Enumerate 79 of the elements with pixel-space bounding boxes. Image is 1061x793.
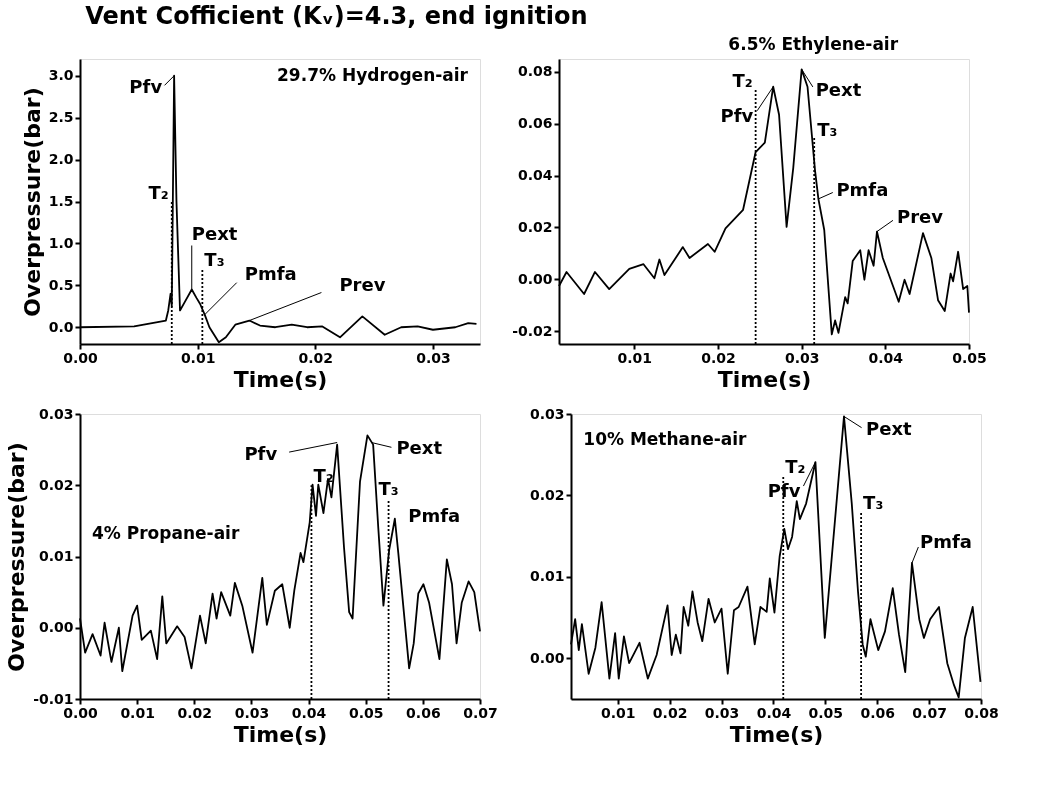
y-tick-label: 2.5 [48,109,74,126]
y-axis-title: Overpressure(bar) [4,442,30,672]
x-axis-title: Time(s) [729,721,824,747]
x-tick-label: 0.00 [63,704,99,721]
annotation: T₃ [204,248,225,270]
chart-title: Vent Cofficient (Kᵥ)=4.3, end ignition [85,2,588,31]
annotation: Pmfa [244,262,297,284]
x-tick-label: 0.05 [348,704,384,721]
annotation: Pmfa [919,531,972,553]
x-tick-label: 0.01 [600,704,636,721]
y-tick-label: 0.03 [529,405,565,422]
y-tick-label: 0.04 [517,167,553,184]
x-tick-label: 0.02 [701,349,736,366]
x-tick-label: 0.01 [120,704,155,721]
y-tick-label: -0.01 [33,690,74,707]
y-tick-label: 0.00 [38,619,74,636]
y-tick-label: -0.02 [512,322,553,339]
x-tick-label: 0.01 [180,349,216,366]
y-tick-label: 0.08 [517,63,553,80]
annotation: Pfv [129,75,163,97]
annotation: Pfv [720,104,754,126]
x-tick-label: 0.04 [756,704,792,721]
y-tick-label: 1.5 [48,193,74,209]
x-tick-label: 0.06 [406,704,441,721]
x-tick-label: 0.06 [860,704,895,721]
annotation: Prev [896,205,944,227]
annotation: Pext [815,79,862,101]
annotation: 10% Methane-air [583,428,748,449]
x-tick-label: 0.05 [952,349,987,366]
x-tick-label: 0.07 [912,704,947,721]
y-axis-title: Overpressure(bar) [19,87,45,317]
y-tick-label: 0.03 [38,405,74,422]
x-tick-label: 0.07 [463,704,498,721]
x-tick-label: 0.02 [177,704,213,721]
y-tick-label: 0.01 [529,568,565,585]
annotation: T₂ [148,181,169,203]
x-tick-label: 0.02 [298,349,334,366]
x-tick-label: 0.00 [63,349,99,366]
y-tick-label: 0.00 [529,649,565,666]
x-axis-title: Time(s) [717,366,812,392]
x-tick-label: 0.03 [416,349,451,366]
x-tick-label: 0.03 [704,704,740,721]
y-tick-label: 0.02 [38,476,74,493]
annotation: Prev [339,273,386,295]
y-tick-label: 0.06 [517,115,553,132]
annotation: T₃ [817,118,838,140]
x-tick-label: 0.02 [652,704,688,721]
y-tick-label: 0.5 [48,276,74,293]
x-tick-label: 0.03 [784,349,820,366]
y-tick-label: 3.0 [48,67,74,84]
y-tick-label: 0.00 [517,270,553,287]
annotation: T₂ [785,455,806,477]
y-tick-label: 0.02 [529,486,565,503]
annotation: 4% Propane-air [92,522,240,543]
x-tick-label: 0.03 [234,704,270,721]
y-tick-label: 0.0 [48,318,74,335]
x-tick-label: 0.01 [617,349,653,366]
annotation: Pmfa [836,178,889,200]
text: 6.5% Ethylene-air [728,33,899,54]
annotation: Pfv [244,442,278,464]
annotation: T₃ [863,491,884,513]
annotation: Pmfa [408,504,461,526]
annotation: Pfv [767,480,801,502]
y-tick-label: 0.02 [517,218,553,235]
y-tick-label: 2.0 [48,151,74,168]
x-axis-title: Time(s) [233,366,328,392]
x-tick-label: 0.04 [868,349,904,366]
x-tick-label: 0.08 [964,704,999,721]
annotation: Pext [191,222,238,244]
annotation: Pext [865,418,912,440]
annotation: T₂ [732,70,753,92]
y-tick-label: 0.01 [38,548,74,564]
x-tick-label: 0.04 [291,704,327,721]
x-axis-title: Time(s) [233,721,328,747]
annotation: Pext [396,436,443,458]
x-tick-label: 0.05 [808,704,844,721]
y-tick-label: 1.0 [48,234,74,251]
annotation: 29.7% Hydrogen-air [277,65,469,86]
annotation: T₃ [378,477,399,499]
